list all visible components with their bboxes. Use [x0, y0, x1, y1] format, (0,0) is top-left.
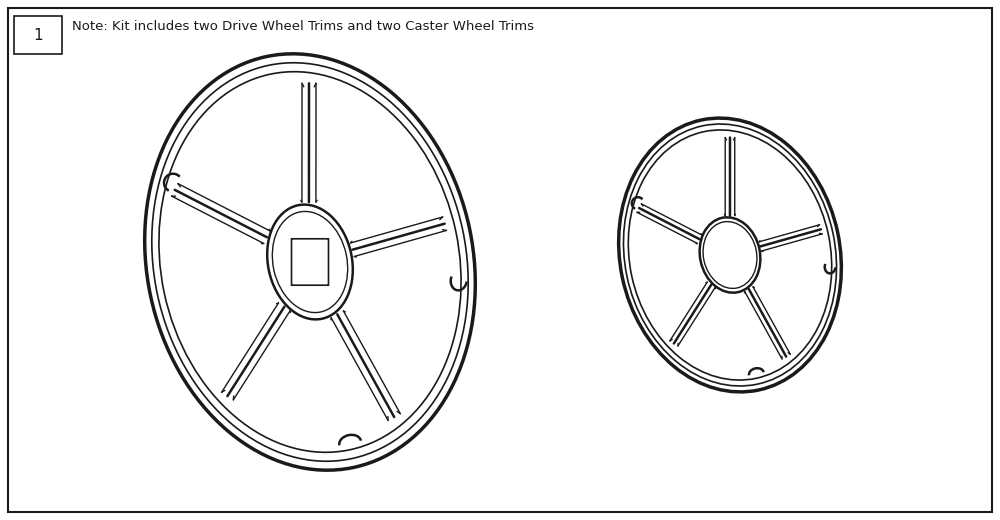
Text: 1: 1 — [33, 28, 43, 43]
Ellipse shape — [267, 204, 353, 319]
Bar — [14, 16, 62, 54]
Ellipse shape — [700, 217, 760, 293]
Text: Note: Kit includes two Drive Wheel Trims and two Caster Wheel Trims: Note: Kit includes two Drive Wheel Trims… — [72, 20, 534, 33]
FancyBboxPatch shape — [292, 239, 328, 285]
